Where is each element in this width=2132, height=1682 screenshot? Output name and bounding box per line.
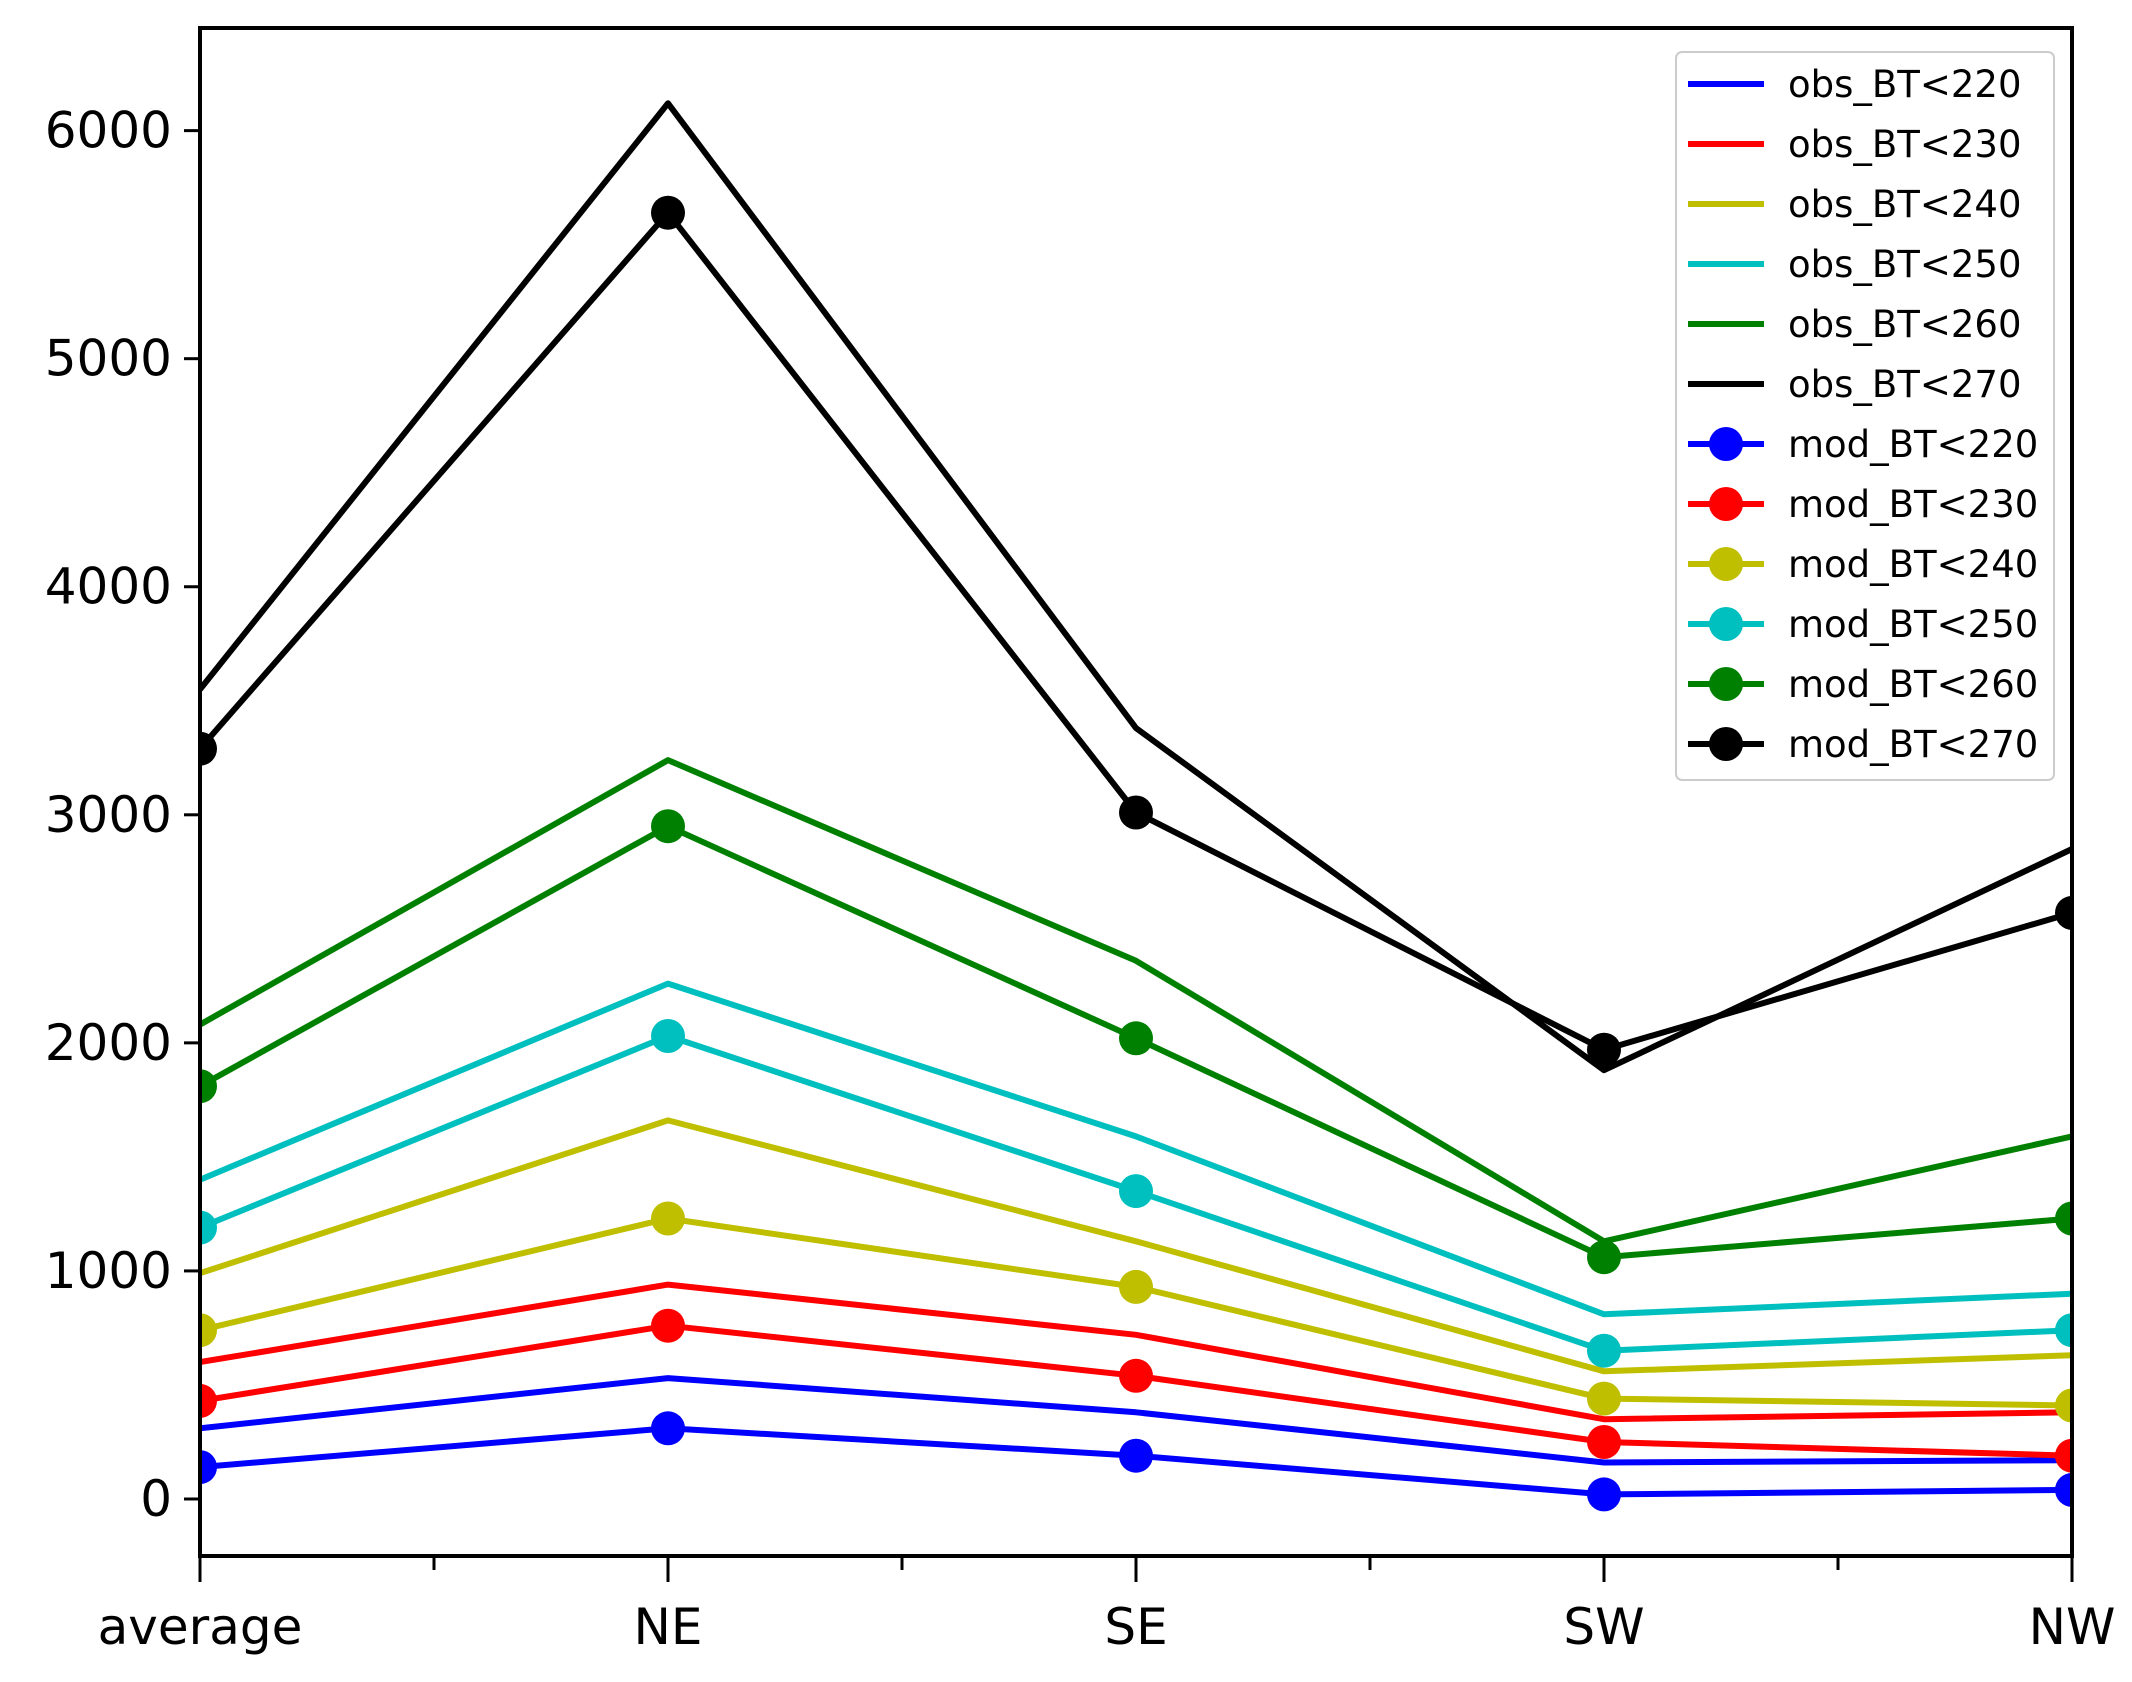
x-tick-label: NE	[634, 1598, 703, 1656]
legend-swatch-marker	[1709, 607, 1743, 641]
series-line	[200, 1281, 2072, 1423]
y-tick-label: 4000	[45, 558, 172, 616]
data-point	[1119, 1438, 1153, 1473]
legend-entry: mod_BT<270	[1688, 723, 2038, 766]
data-point	[200, 731, 217, 766]
data-point	[200, 1210, 217, 1245]
legend-label: mod_BT<270	[1788, 723, 2038, 766]
series-mod-bt-270	[200, 195, 2072, 1067]
series-line	[200, 757, 2072, 1245]
series-line	[200, 1375, 2072, 1466]
series-obs-bt-260	[200, 757, 2072, 1245]
data-point	[200, 1383, 217, 1418]
legend-entry: mod_BT<220	[1688, 423, 2038, 466]
legend-entry: obs_BT<270	[1688, 363, 2022, 406]
series-layer	[200, 100, 2072, 1512]
legend-swatch-marker	[1709, 487, 1743, 521]
y-tick-label: 6000	[45, 102, 172, 160]
y-tick-label: 3000	[45, 786, 172, 844]
data-point	[1119, 795, 1153, 830]
series-mod-bt-260	[200, 809, 2072, 1275]
data-point	[651, 1019, 685, 1053]
legend-label: mod_BT<250	[1788, 603, 2038, 646]
data-point	[1119, 1021, 1153, 1056]
legend-label: obs_BT<270	[1788, 363, 2022, 406]
series-mod-bt-250	[200, 1019, 2072, 1368]
legend: obs_BT<220 obs_BT<230 obs_BT<240 obs_BT<250…	[1675, 51, 2055, 781]
data-point	[200, 1313, 217, 1348]
data-point	[2055, 1438, 2072, 1473]
legend-label: mod_BT<260	[1788, 663, 2038, 706]
series-mod-bt-220	[200, 1411, 2072, 1512]
y-tick-label: 2000	[45, 1014, 172, 1072]
axis-layer: 0 1000 2000 3000 4000 5000 6000 average NE SE SW NW	[45, 102, 2116, 1656]
series-obs-bt-230	[200, 1281, 2072, 1423]
legend-label: mod_BT<230	[1788, 483, 2038, 526]
data-point	[651, 1308, 685, 1343]
x-tick-label: SW	[1563, 1598, 1644, 1656]
legend-swatch-marker	[1709, 667, 1743, 701]
legend-label: obs_BT<220	[1788, 63, 2022, 106]
series-line	[200, 1117, 2072, 1375]
x-tick-label: average	[98, 1598, 303, 1656]
x-tick-label: NW	[2029, 1598, 2116, 1656]
data-point	[1587, 1240, 1621, 1275]
data-point	[200, 1450, 217, 1485]
data-point	[1587, 1425, 1621, 1459]
series-obs-bt-270	[200, 100, 2072, 1074]
data-point	[1587, 1032, 1621, 1067]
data-point	[200, 1069, 217, 1104]
series-obs-bt-220	[200, 1375, 2072, 1466]
series-line	[200, 980, 2072, 1318]
x-tick-label: SE	[1104, 1598, 1167, 1656]
data-point	[1119, 1358, 1153, 1393]
series-obs-bt-240	[200, 1117, 2072, 1375]
legend-label: mod_BT<220	[1788, 423, 2038, 466]
data-point	[2055, 895, 2072, 930]
legend-entry: obs_BT<220	[1688, 63, 2022, 106]
y-tick-label: 0	[140, 1470, 172, 1528]
series-line	[200, 100, 2072, 1074]
data-point	[1587, 1477, 1621, 1512]
data-point	[651, 1201, 685, 1236]
legend-label: obs_BT<250	[1788, 243, 2022, 286]
data-point	[1119, 1174, 1153, 1209]
data-point	[1587, 1381, 1621, 1416]
legend-entry: obs_BT<240	[1688, 183, 2022, 226]
data-point	[651, 1411, 685, 1446]
legend-entry: obs_BT<230	[1688, 123, 2022, 166]
legend-label: mod_BT<240	[1788, 543, 2038, 586]
y-tick-label: 1000	[45, 1242, 172, 1300]
y-tick-label: 5000	[45, 330, 172, 388]
data-point	[2055, 1472, 2072, 1507]
data-point	[651, 809, 685, 844]
data-point	[1587, 1333, 1621, 1368]
data-point	[2055, 1313, 2072, 1348]
data-point	[2055, 1388, 2072, 1423]
legend-label: obs_BT<230	[1788, 123, 2022, 166]
legend-label: obs_BT<240	[1788, 183, 2022, 226]
legend-entry: mod_BT<260	[1688, 663, 2038, 706]
legend-entry: obs_BT<250	[1688, 243, 2022, 286]
data-point	[1119, 1269, 1153, 1304]
legend-label: obs_BT<260	[1788, 303, 2022, 346]
series-mod-bt-240	[200, 1201, 2072, 1423]
series-obs-bt-250	[200, 980, 2072, 1318]
legend-swatch-marker	[1709, 547, 1743, 581]
data-point	[651, 195, 685, 230]
legend-entry: mod_BT<250	[1688, 603, 2038, 646]
series-mod-bt-230	[200, 1308, 2072, 1473]
legend-entry: mod_BT<230	[1688, 483, 2038, 526]
legend-box	[1675, 51, 2055, 781]
data-point	[2055, 1201, 2072, 1236]
legend-entry: mod_BT<240	[1688, 543, 2038, 586]
legend-swatch-marker	[1709, 727, 1743, 761]
legend-entry: obs_BT<260	[1688, 303, 2022, 346]
legend-swatch-marker	[1709, 427, 1743, 461]
